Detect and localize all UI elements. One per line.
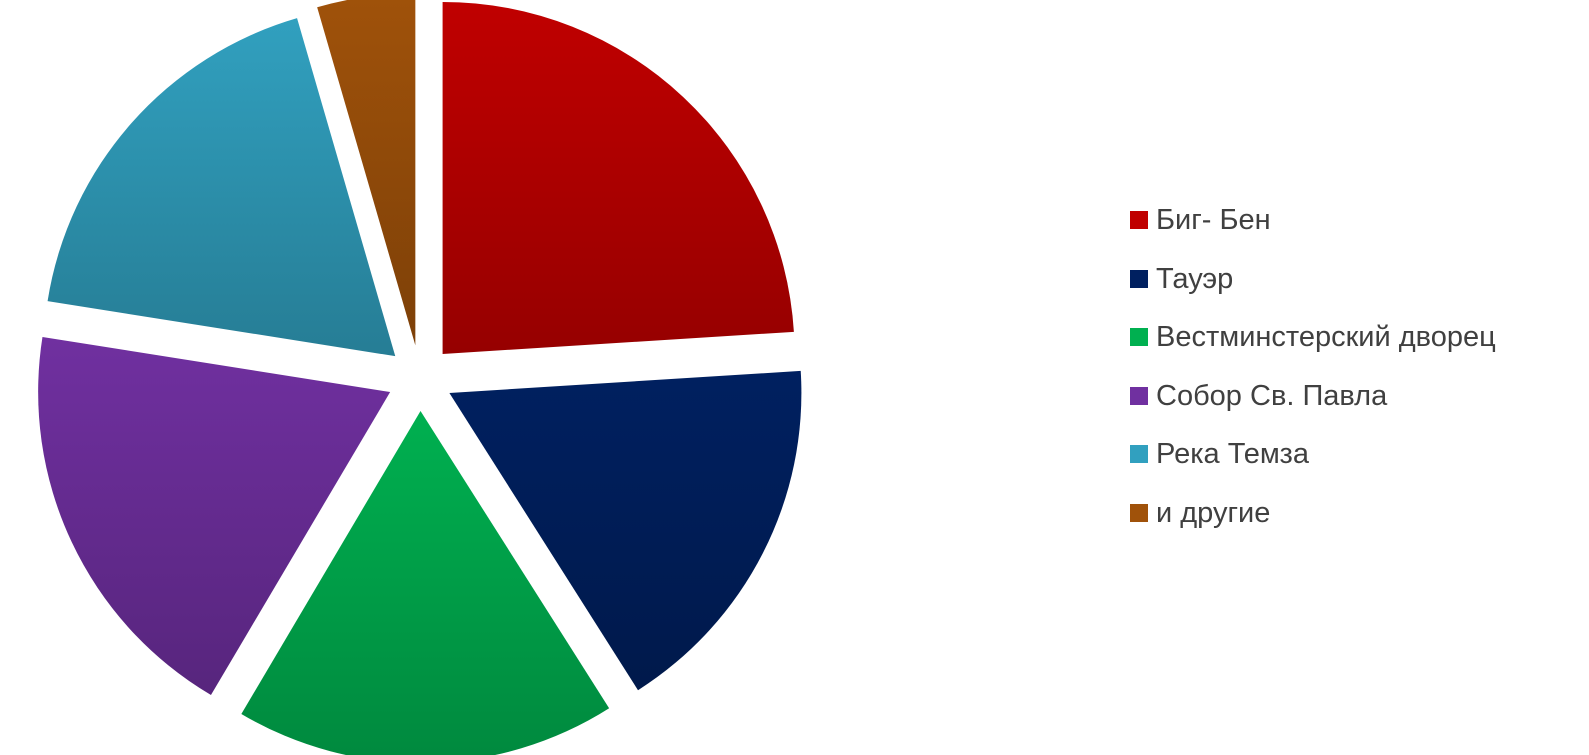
pie-slice-westminster-palace <box>241 411 610 755</box>
legend-entry-thames-river: Река Темза <box>1130 434 1496 474</box>
legend-label: Биг- Бен <box>1156 204 1271 236</box>
legend-entry-tower: Тауэр <box>1130 259 1496 299</box>
pie-slice-big-ben <box>442 1 794 354</box>
pie-slice-thames-river <box>47 18 396 357</box>
pie-slice-st-pauls-cathedral <box>38 336 391 696</box>
legend-swatch <box>1130 503 1148 522</box>
legend-swatch <box>1130 445 1148 463</box>
legend-swatch <box>1130 211 1148 229</box>
legend-entry-st-pauls-cathedral: Собор Св. Павла <box>1130 376 1496 416</box>
legend-entry-westminster-palace: Вестминстерский дворец <box>1130 317 1496 357</box>
legend-swatch <box>1130 386 1148 405</box>
legend-label: Собор Св. Павла <box>1156 379 1388 412</box>
legend-swatch <box>1130 328 1148 346</box>
legend-label: Тауэр <box>1156 262 1234 295</box>
legend-label: Река Темза <box>1156 438 1309 470</box>
legend-entry-others: и другие <box>1130 493 1496 533</box>
legend-label: Вестминстерский дворец <box>1156 321 1496 353</box>
pie-slice-others <box>317 0 416 346</box>
chart-legend: Биг- Бен Тауэр Вестминстерский дворец Со… <box>1130 200 1496 551</box>
pie-slice-tower <box>449 370 802 691</box>
legend-label: и другие <box>1156 496 1271 529</box>
legend-swatch <box>1130 269 1148 288</box>
legend-entry-big-ben: Биг- Бен <box>1130 200 1496 240</box>
